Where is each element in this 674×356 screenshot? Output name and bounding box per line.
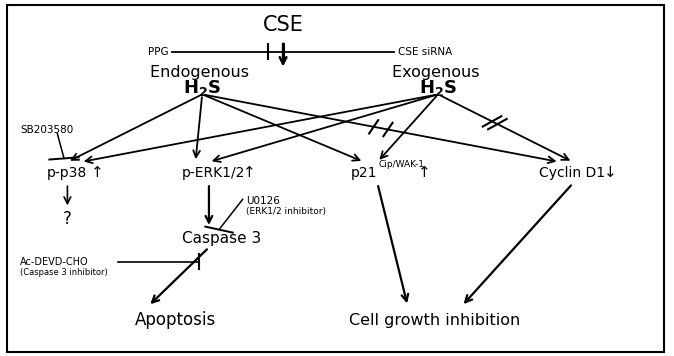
Text: Cell growth inhibition: Cell growth inhibition bbox=[349, 313, 520, 328]
Text: ?: ? bbox=[63, 210, 72, 228]
Text: Exogenous: Exogenous bbox=[392, 66, 485, 80]
Text: ↑: ↑ bbox=[243, 165, 255, 180]
Text: ↓: ↓ bbox=[604, 165, 616, 180]
Text: p21: p21 bbox=[350, 166, 377, 180]
Text: $\mathbf{H_2S}$: $\mathbf{H_2S}$ bbox=[183, 78, 221, 98]
Text: (ERK1/2 inhibitor): (ERK1/2 inhibitor) bbox=[246, 206, 326, 216]
FancyBboxPatch shape bbox=[7, 5, 664, 352]
Text: Apoptosis: Apoptosis bbox=[135, 312, 216, 329]
Text: CSE: CSE bbox=[263, 15, 303, 35]
Text: $\mathbf{H_2S}$: $\mathbf{H_2S}$ bbox=[419, 78, 457, 98]
Text: (Caspase 3 inhibitor): (Caspase 3 inhibitor) bbox=[20, 268, 108, 277]
Text: Caspase 3: Caspase 3 bbox=[182, 231, 262, 246]
Text: PPG: PPG bbox=[148, 47, 168, 57]
Text: U0126: U0126 bbox=[246, 196, 280, 206]
Text: p-p38: p-p38 bbox=[47, 166, 88, 180]
Text: ↑: ↑ bbox=[419, 165, 431, 180]
Text: ↑: ↑ bbox=[92, 165, 104, 180]
Text: Ac-DEVD-CHO: Ac-DEVD-CHO bbox=[20, 257, 89, 267]
Text: CSE siRNA: CSE siRNA bbox=[398, 47, 452, 57]
Text: p-ERK1/2: p-ERK1/2 bbox=[182, 166, 245, 180]
Text: Cyclin D1: Cyclin D1 bbox=[539, 166, 605, 180]
Text: Cip/WAK-1: Cip/WAK-1 bbox=[379, 160, 425, 169]
Text: SB203580: SB203580 bbox=[20, 125, 73, 135]
Text: Endogenous: Endogenous bbox=[150, 66, 254, 80]
